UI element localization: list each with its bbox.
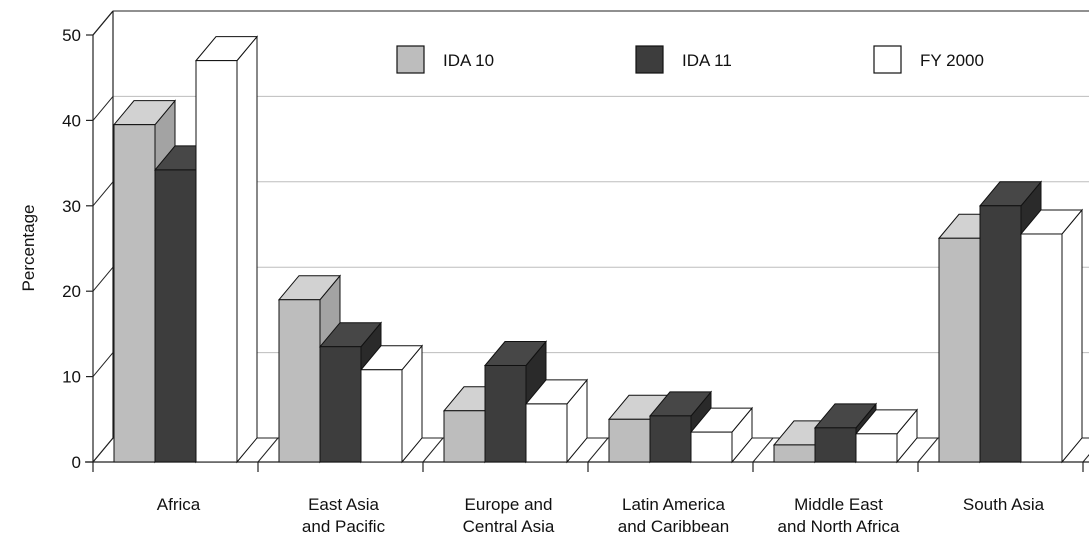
- legend-item: FY 2000: [873, 45, 984, 74]
- y-tick-label: 20: [62, 282, 81, 301]
- bar-layer: [112, 35, 1084, 464]
- bar-front: [649, 415, 692, 463]
- bar-front: [525, 403, 568, 463]
- y-tick-label: 0: [72, 453, 81, 472]
- bar-front: [855, 433, 898, 463]
- legend-swatch: [396, 45, 425, 74]
- x-tick-label: Africa: [157, 495, 201, 514]
- bar: [483, 340, 548, 464]
- bar-front: [113, 124, 156, 463]
- bar-side: [1061, 208, 1083, 464]
- bar-front: [938, 237, 981, 463]
- bar: [524, 378, 589, 464]
- x-tick-label: Latin America and Caribbean: [618, 495, 730, 536]
- bar-front: [360, 369, 403, 463]
- floor-divider: [92, 437, 114, 463]
- bar-front: [484, 364, 527, 463]
- x-tick-label: Middle East and North Africa: [778, 495, 900, 536]
- floor-divider: [422, 437, 444, 463]
- bar-front: [608, 418, 651, 463]
- left-wall-gridline: [92, 352, 114, 377]
- bar-side: [236, 35, 258, 464]
- legend-swatch: [635, 45, 664, 74]
- floor-divider: [1082, 454, 1089, 463]
- label-layer: 0 10 20 30 40 50 Africa East Asia and Pacific Eur…: [62, 26, 1045, 536]
- y-tick-label: 40: [62, 111, 81, 130]
- left-wall-gridline: [92, 96, 114, 121]
- legend-label: IDA 10: [443, 51, 494, 70]
- axis-layer: [85, 10, 1089, 472]
- bar: [359, 344, 424, 464]
- bar-front: [278, 299, 321, 463]
- floor-divider: [587, 437, 609, 463]
- legend: IDA 10 IDA 11 FY 2000: [396, 45, 984, 74]
- floor-divider: [257, 437, 279, 463]
- bar-front: [443, 410, 486, 463]
- y-tick-label: 30: [62, 197, 81, 216]
- bar-front: [773, 444, 816, 463]
- x-tick-label: South Asia: [963, 495, 1045, 514]
- legend-label: FY 2000: [920, 51, 984, 70]
- floor-divider: [917, 437, 939, 463]
- bar-front: [814, 427, 857, 463]
- bar-front: [690, 431, 733, 463]
- bar-front: [154, 169, 197, 463]
- x-tick-label: Europe and Central Asia: [463, 495, 555, 536]
- legend-item: IDA 10: [396, 45, 494, 74]
- bar: [689, 406, 754, 464]
- y-axis-title: Percentage: [19, 205, 38, 292]
- bar-front: [979, 205, 1022, 463]
- bar: [194, 35, 259, 464]
- bar-front: [1020, 233, 1063, 463]
- floor-divider: [752, 437, 774, 463]
- legend-label: IDA 11: [682, 51, 732, 70]
- y-tick-label: 50: [62, 26, 81, 45]
- bar-front: [195, 60, 238, 463]
- left-wall-gridline: [92, 181, 114, 207]
- y-tick-label: 10: [62, 368, 81, 387]
- grid-layer: [113, 10, 1089, 354]
- bar: [1019, 208, 1084, 464]
- x-tick-label: East Asia and Pacific: [302, 495, 386, 536]
- legend-item: IDA 11: [635, 45, 732, 74]
- bar: [854, 408, 919, 464]
- left-wall-gridline: [92, 266, 114, 292]
- legend-swatch: [873, 45, 902, 74]
- bar-front: [319, 346, 362, 463]
- left-wall-gridline: [92, 10, 114, 36]
